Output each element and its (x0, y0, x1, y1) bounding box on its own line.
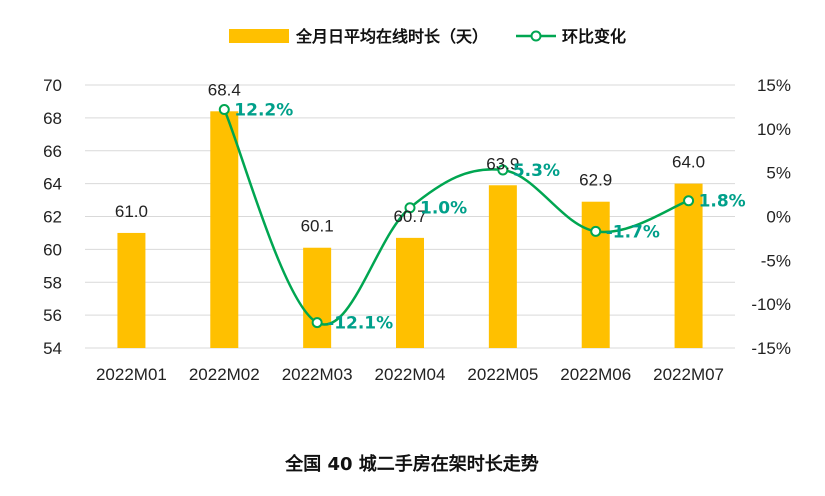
bar (396, 237, 424, 348)
right-axis: 15% 10% 5% 0% -5% -10% -15% (751, 76, 791, 358)
category-axis: 2022M01 2022M02 2022M03 2022M04 2022M05 2022M… (96, 365, 724, 384)
category-label: 2022M05 (467, 365, 538, 384)
bar-data-label: 68.4 (208, 80, 241, 99)
left-tick-label: 54 (43, 339, 62, 358)
bar (210, 111, 239, 348)
bar (117, 232, 146, 348)
left-tick-label: 64 (43, 175, 62, 194)
line-data-labels: 12.2% -12.1% 1.0% 5.3% -1.7% 1.8% (234, 101, 745, 334)
left-tick-label: 58 (43, 273, 62, 292)
line-point (497, 164, 509, 176)
left-tick-label: 68 (43, 109, 62, 128)
bar-data-label: 63.9 (486, 154, 519, 173)
line-data-label: -1.7% (606, 222, 660, 242)
line-data-label: 1.8% (699, 192, 746, 212)
category-label: 2022M02 (189, 365, 260, 384)
right-tick-label: 15% (757, 76, 791, 95)
legend-line-label: 环比变化 (562, 27, 626, 46)
line-point (218, 104, 230, 116)
bar-data-label: 64.0 (672, 153, 705, 172)
line-point (404, 202, 416, 214)
category-label: 2022M04 (375, 365, 446, 384)
left-tick-label: 66 (43, 142, 62, 161)
left-tick-label: 56 (43, 306, 62, 325)
bar-data-label: 62.9 (579, 171, 612, 190)
line-data-label: 1.0% (420, 199, 467, 219)
bar (674, 183, 703, 348)
bar-data-label: 60.7 (393, 207, 426, 226)
bar (303, 247, 332, 348)
bar-data-label: 60.1 (301, 217, 334, 236)
left-axis: 70 68 66 64 62 60 58 56 54 (43, 76, 62, 358)
bar-series (117, 111, 703, 348)
line-series-points (218, 104, 695, 329)
legend-bar-label: 全月日平均在线时长（天） (295, 27, 488, 46)
right-tick-label: 5% (766, 164, 791, 183)
bar-data-label: 61.0 (115, 202, 148, 221)
legend-bar-swatch (229, 29, 289, 43)
legend: 全月日平均在线时长（天） 环比变化 (229, 27, 626, 46)
right-tick-label: -15% (751, 339, 791, 358)
line-data-label: -12.1% (327, 314, 393, 334)
line-data-label: 5.3% (513, 161, 560, 181)
line-point (590, 225, 602, 237)
left-tick-label: 70 (43, 76, 62, 95)
legend-line-marker (530, 30, 542, 42)
right-tick-label: 10% (757, 120, 791, 139)
category-label: 2022M06 (560, 365, 631, 384)
category-label: 2022M03 (282, 365, 353, 384)
line-data-label: 12.2% (234, 101, 293, 121)
bar-data-labels: 61.0 68.4 60.1 60.7 63.9 62.9 64.0 (115, 80, 705, 235)
chart-title: 全国 40 城二手房在架时长走势 (284, 453, 539, 475)
right-tick-label: -5% (761, 251, 791, 270)
right-tick-label: 0% (766, 208, 791, 227)
bar (488, 185, 517, 348)
right-tick-label: -10% (751, 295, 791, 314)
left-tick-label: 62 (43, 208, 62, 227)
left-tick-label: 60 (43, 240, 62, 259)
line-point (311, 317, 323, 329)
line-point (683, 195, 695, 207)
category-label: 2022M01 (96, 365, 167, 384)
category-label: 2022M07 (653, 365, 724, 384)
